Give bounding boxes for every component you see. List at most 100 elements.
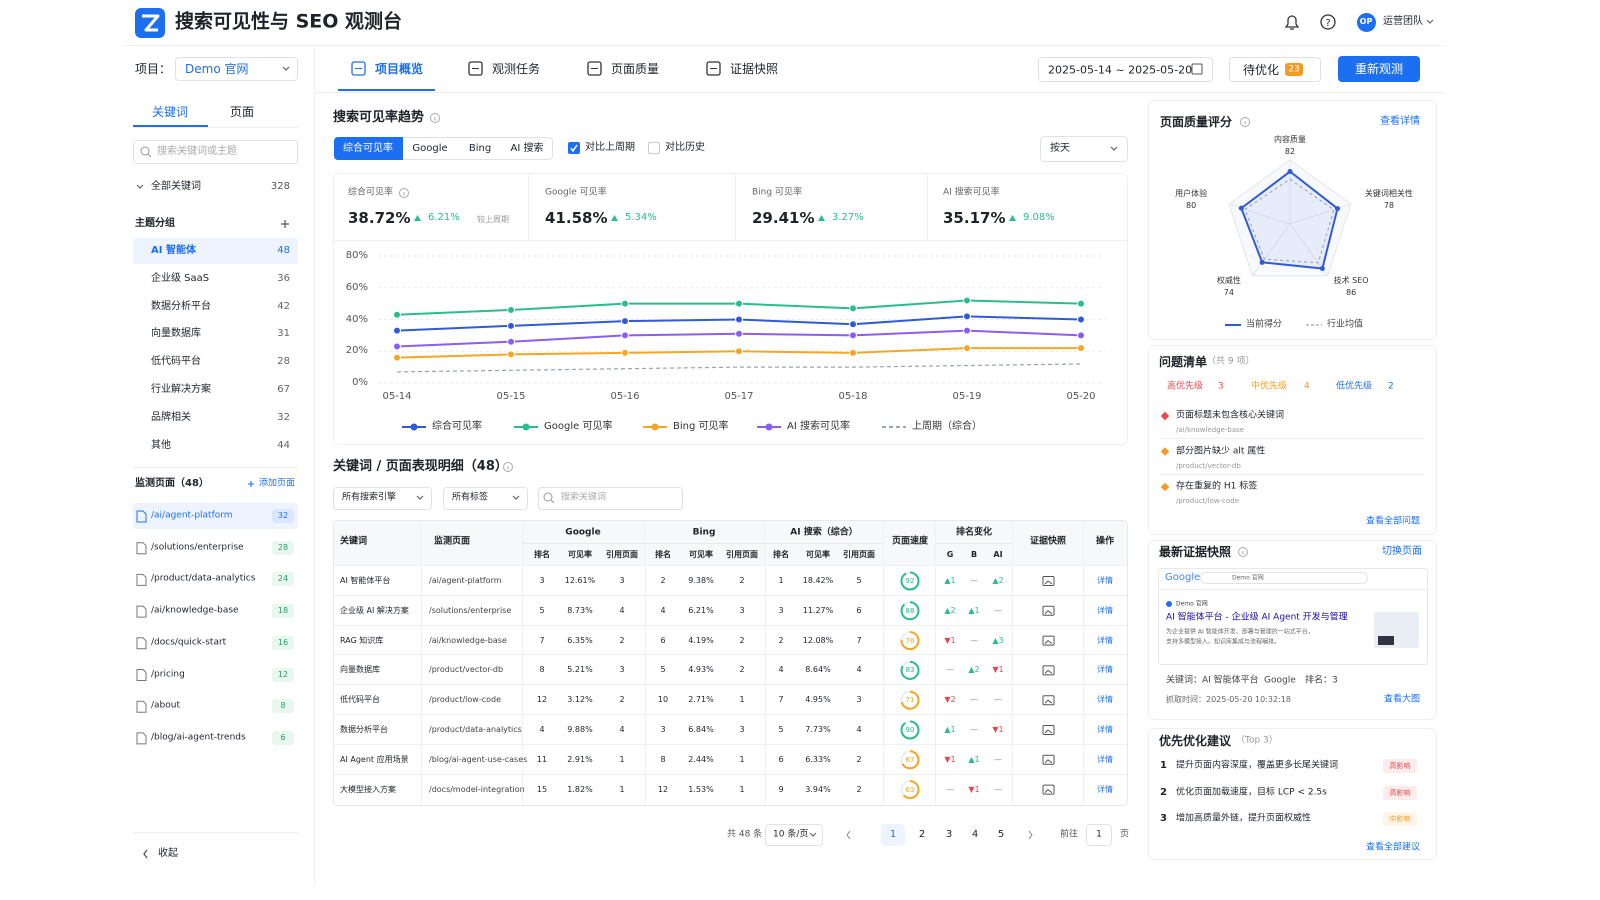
refresh-button[interactable] xyxy=(1338,56,1420,82)
sidebar-tab[interactable]: 页面 xyxy=(229,104,255,119)
engine-filter-label[interactable]: 所有搜索引擎 xyxy=(342,492,397,503)
sidebar-tab[interactable]: 关键词 xyxy=(151,104,189,119)
group-name[interactable]: 企业级 SaaS xyxy=(151,272,210,284)
trend-title: 搜索可见率趋势 xyxy=(333,110,425,126)
checkbox[interactable] xyxy=(648,142,660,154)
row-action[interactable]: 详情 xyxy=(1097,784,1113,794)
date-range[interactable]: 2025-05-14 ~ 2025-05-20 xyxy=(1048,63,1193,77)
page-number[interactable]: 2 xyxy=(918,829,926,840)
rank-change: ▼1 xyxy=(992,725,1004,735)
page-path[interactable]: /ai/knowledge-base xyxy=(151,605,239,616)
card-link[interactable]: 查看大图 xyxy=(1383,694,1420,705)
trend-card xyxy=(333,173,1128,445)
sidebar-tab-line xyxy=(133,127,298,128)
page-number[interactable]: 3 xyxy=(945,829,953,840)
group-name[interactable]: 品牌相关 xyxy=(151,411,191,423)
nav-tab[interactable]: 证据快照 xyxy=(730,61,779,76)
page-number[interactable]: 1 xyxy=(889,829,897,840)
engine-filter[interactable] xyxy=(333,487,432,510)
cell: 6.84% xyxy=(688,725,714,735)
add-page[interactable]: 添加页面 xyxy=(259,478,296,489)
row-action[interactable]: 详情 xyxy=(1097,606,1113,615)
preview-query: Demo 官网 xyxy=(1232,574,1264,582)
page-count: 18 xyxy=(277,606,289,616)
nav-tab[interactable]: 观测任务 xyxy=(492,61,541,76)
checkbox-label[interactable]: 对比历史 xyxy=(665,142,705,153)
checkbox[interactable] xyxy=(568,142,580,154)
keyword-search[interactable] xyxy=(538,487,683,510)
checkbox-label[interactable]: 对比上周期 xyxy=(585,142,635,153)
rank-change: ▼1 xyxy=(992,665,1004,675)
page-path[interactable]: /solutions/enterprise xyxy=(151,542,244,553)
group-name[interactable]: 其他 xyxy=(151,439,171,451)
goto-input[interactable] xyxy=(1086,824,1112,846)
cell: 7 xyxy=(856,635,862,645)
group-count: 67 xyxy=(277,384,290,395)
kpi-delta: 3.27% xyxy=(832,212,864,223)
page-size[interactable]: 10 条/页 xyxy=(773,829,809,840)
nav-tab[interactable]: 页面质量 xyxy=(611,61,660,76)
y-tick-label: 40% xyxy=(345,313,368,325)
project-select[interactable] xyxy=(175,57,298,81)
page-path[interactable]: /ai/agent-platform xyxy=(151,510,233,521)
group-name[interactable]: AI 智能体 xyxy=(151,245,196,256)
group-name[interactable]: 数据分析平台 xyxy=(151,300,211,312)
tag-filter[interactable] xyxy=(443,487,528,510)
column-header: 关键词 xyxy=(340,536,368,547)
group-name[interactable]: 向量数据库 xyxy=(151,328,201,340)
row-action[interactable]: 详情 xyxy=(1097,755,1113,764)
page-number[interactable]: 4 xyxy=(971,829,979,840)
granularity-select[interactable] xyxy=(1040,136,1128,162)
page-path[interactable]: /product/data-analytics xyxy=(151,573,256,584)
date-picker[interactable] xyxy=(1038,57,1213,82)
row-action[interactable]: 详情 xyxy=(1097,725,1113,735)
filter-option[interactable]: AI 搜索 xyxy=(510,143,544,154)
cell: 2.71% xyxy=(688,695,714,705)
row-action[interactable]: 详情 xyxy=(1097,635,1113,645)
collapse[interactable]: 收起 xyxy=(158,848,178,859)
radar-axis-label: 技术 SEO xyxy=(1333,276,1369,286)
rank-change: — xyxy=(994,755,1002,764)
tag-filter-label[interactable]: 所有标签 xyxy=(452,492,489,503)
page-path[interactable]: /pricing xyxy=(151,669,185,680)
sidebar-search[interactable] xyxy=(133,140,298,164)
cell: 7 xyxy=(539,635,545,645)
keyword: 低代码平台 xyxy=(340,695,380,705)
priority-label[interactable]: 中优先级 xyxy=(1251,381,1288,392)
group-name[interactable]: 低代码平台 xyxy=(151,356,201,368)
card-title: 问题清单 xyxy=(1159,354,1208,369)
page-size-select[interactable] xyxy=(765,824,823,846)
all-keywords[interactable]: 全部关键词 xyxy=(151,181,201,192)
team-name[interactable]: 运营团队 xyxy=(1383,16,1423,27)
card-link[interactable]: 查看全部建议 xyxy=(1365,842,1420,853)
issue-title[interactable]: 页面标题未包含核心关键词 xyxy=(1176,410,1285,421)
row-action[interactable]: 详情 xyxy=(1097,665,1113,675)
issue-title[interactable]: 部分图片缺少 alt 属性 xyxy=(1176,446,1266,457)
filter-option[interactable]: Bing xyxy=(468,143,492,154)
page-number[interactable]: 5 xyxy=(997,829,1005,840)
refresh-label[interactable]: 重新观测 xyxy=(1354,61,1404,76)
project-value[interactable]: Demo 官网 xyxy=(185,61,249,76)
card-link[interactable]: 查看全部问题 xyxy=(1365,516,1420,527)
pending-label[interactable]: 待优化 xyxy=(1243,62,1280,77)
page-path[interactable]: /blog/ai-agent-trends xyxy=(151,732,246,743)
page-path[interactable]: /about xyxy=(151,700,180,711)
granularity[interactable]: 按天 xyxy=(1050,143,1070,154)
nav-tab[interactable]: 项目概览 xyxy=(375,61,424,76)
pending-button[interactable] xyxy=(1229,57,1321,82)
filter-option[interactable]: 综合可见率 xyxy=(343,143,393,154)
row-action[interactable]: 详情 xyxy=(1097,576,1113,586)
page-count-bg xyxy=(272,667,294,682)
priority-label[interactable]: 低优先级 xyxy=(1336,381,1373,392)
goto-value[interactable]: 1 xyxy=(1096,829,1102,840)
group-name[interactable]: 行业解决方案 xyxy=(151,384,211,395)
issue-title[interactable]: 存在重复的 H1 标签 xyxy=(1176,481,1258,492)
page-path[interactable]: /docs/quick-start xyxy=(151,637,227,648)
row-action[interactable]: 详情 xyxy=(1097,695,1113,705)
priority-label[interactable]: 高优先级 xyxy=(1167,381,1204,392)
filter-option[interactable]: Google xyxy=(412,143,448,154)
legend-label: AI 搜索可见率 xyxy=(787,421,850,432)
card-link[interactable]: 切换页面 xyxy=(1382,546,1422,557)
preview-frame[interactable] xyxy=(1158,568,1428,665)
card-link[interactable]: 查看详情 xyxy=(1380,116,1420,127)
